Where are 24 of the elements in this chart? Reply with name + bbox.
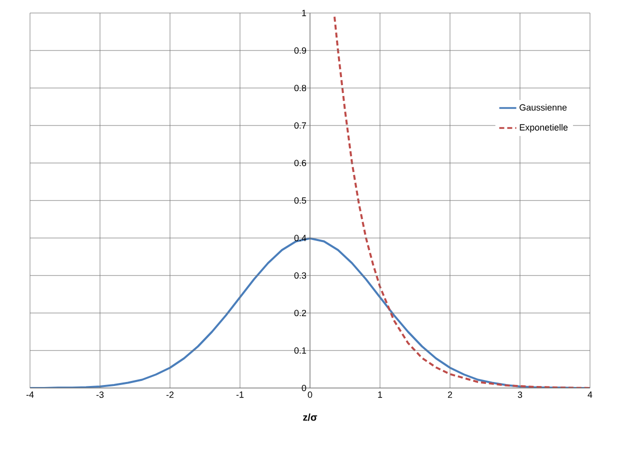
x-tick-label: 1 <box>378 392 382 398</box>
x-tick-label: 2 <box>448 392 452 398</box>
x-tick-label: -3 <box>96 392 104 398</box>
y-tick-label: 0.1 <box>294 347 306 354</box>
y-tick-label: 0.9 <box>294 47 306 54</box>
x-tick-label: -1 <box>236 392 244 398</box>
y-tick-label: 0.5 <box>294 197 306 204</box>
x-tick-label: 0 <box>308 392 312 398</box>
y-tick-label: 0.6 <box>294 160 306 166</box>
y-tick-label: 0.3 <box>294 272 306 279</box>
y-tick-label: 0.8 <box>294 84 306 92</box>
x-tick-label: 3 <box>518 392 522 398</box>
x-axis-title: z/σ <box>303 413 318 421</box>
y-tick-label: 0.2 <box>294 310 306 316</box>
line-series <box>334 16 590 388</box>
legend-label: Gaussienne <box>520 104 567 111</box>
y-tick-label: 0.7 <box>294 122 306 129</box>
y-tick-label: 1 <box>302 10 306 16</box>
y-tick-label: 0.4 <box>294 234 306 242</box>
legend-label: Exponetielle <box>520 124 568 132</box>
y-tick-label: 0 <box>302 384 306 392</box>
x-tick-label: -4 <box>26 392 34 398</box>
x-tick-label: 4 <box>588 392 592 398</box>
x-tick-label: -2 <box>166 392 174 398</box>
